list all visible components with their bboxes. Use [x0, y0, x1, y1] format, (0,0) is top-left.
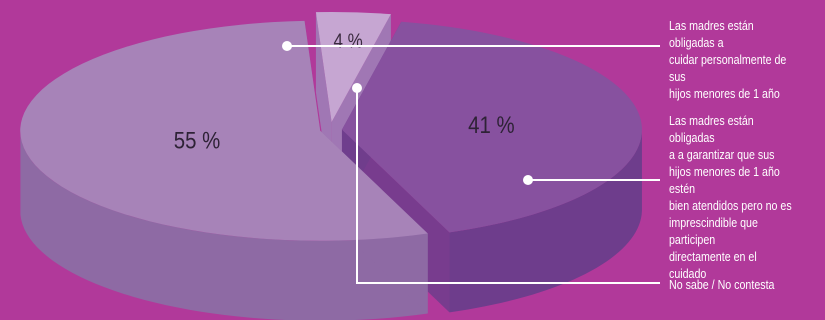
leader-personal-care-dot	[282, 41, 292, 51]
leader-no-answer-dot	[352, 83, 362, 93]
data-label-guarantee-care: 41 %	[468, 111, 514, 138]
slice-personal-care	[20, 20, 428, 241]
leader-no-answer	[356, 88, 660, 284]
data-label-no-answer: 4 %	[333, 29, 362, 52]
slice-no-answer	[315, 11, 391, 122]
legend-label-personal-care: Las madres están obligadas a cuidar pers…	[669, 18, 787, 101]
leader-guarantee-care-dot	[523, 175, 533, 185]
legend-label-guarantee-care: Las madres están obligadas a a garantiza…	[669, 113, 792, 281]
legend-label-no-answer: No sabe / No contesta	[669, 277, 775, 292]
data-label-personal-care: 55 %	[174, 127, 220, 154]
